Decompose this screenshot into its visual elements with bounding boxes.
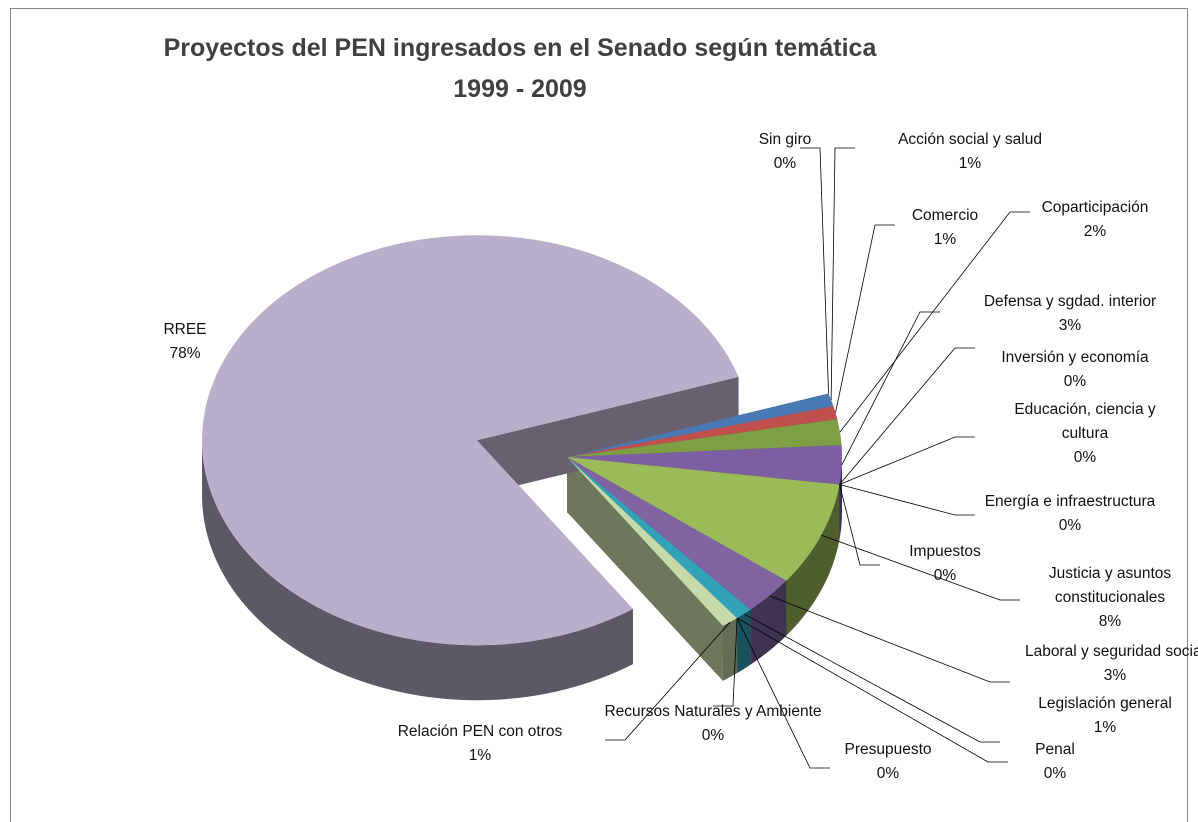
slice bbox=[567, 406, 838, 457]
leader-line bbox=[800, 147, 829, 394]
leader-line bbox=[835, 224, 895, 413]
category-label: Coparticipación bbox=[1041, 199, 1149, 216]
value-label: 2% bbox=[1083, 223, 1107, 240]
chart-title: Proyectos del PEN ingresados en el Senad… bbox=[163, 34, 877, 62]
leader-line bbox=[821, 534, 1020, 601]
chart-frame bbox=[10, 8, 1188, 822]
category-label: Presupuesto bbox=[844, 741, 932, 758]
chart-subtitle: 1999 - 2009 bbox=[453, 75, 587, 103]
slice-wall bbox=[567, 457, 723, 681]
category-label: Recursos Naturales y Ambiente bbox=[604, 703, 822, 720]
category-label: Educación, ciencia y cultura bbox=[1014, 401, 1156, 442]
category-label: Comercio bbox=[911, 207, 979, 224]
slice-tops bbox=[202, 235, 842, 646]
value-label: 0% bbox=[1043, 765, 1067, 782]
data-label: Comercio 1% bbox=[885, 204, 1005, 252]
value-label: 0% bbox=[701, 727, 725, 744]
value-label: 0% bbox=[1073, 449, 1097, 466]
category-label: Laboral y seguridad social bbox=[1024, 643, 1198, 660]
data-label: Legislación general 1% bbox=[1000, 692, 1198, 740]
category-label: Sin giro bbox=[758, 131, 812, 148]
category-label: Energía e infraestructura bbox=[984, 493, 1156, 510]
data-label: Justicia y asuntos constitucionales 8% bbox=[995, 562, 1198, 634]
leader-line bbox=[839, 347, 975, 485]
category-label: Penal bbox=[1035, 741, 1075, 758]
value-label: 1% bbox=[468, 747, 492, 764]
leader-line bbox=[743, 613, 1000, 743]
value-label: 3% bbox=[1058, 317, 1082, 334]
data-label: Educación, ciencia y cultura 0% bbox=[990, 398, 1180, 470]
slice-side bbox=[722, 618, 738, 681]
leader-line bbox=[605, 621, 731, 741]
category-label: Inversión y economía bbox=[1001, 349, 1149, 366]
data-label: Acción social y salud 1% bbox=[850, 128, 1090, 176]
slice bbox=[567, 457, 738, 626]
leader-line bbox=[769, 595, 1010, 683]
value-label: 0% bbox=[773, 155, 797, 172]
leader-line bbox=[736, 617, 830, 769]
value-label: 1% bbox=[1093, 719, 1117, 736]
leader-line bbox=[839, 484, 975, 516]
leader-line bbox=[713, 618, 738, 707]
slice bbox=[202, 235, 739, 646]
category-label: RREE bbox=[163, 321, 207, 338]
leader-line bbox=[839, 436, 975, 485]
data-label: Penal 0% bbox=[1015, 738, 1095, 786]
category-label: Acción social y salud bbox=[898, 131, 1042, 148]
value-label: 0% bbox=[1063, 373, 1087, 390]
category-label: Relación PEN con otros bbox=[397, 723, 563, 740]
slice bbox=[567, 445, 842, 485]
value-label: 1% bbox=[933, 231, 957, 248]
slice bbox=[567, 457, 751, 619]
slice bbox=[567, 419, 842, 457]
leader-line bbox=[736, 617, 1008, 763]
data-label: Energía e infraestructura 0% bbox=[940, 490, 1198, 538]
value-label: 8% bbox=[1098, 613, 1122, 630]
data-label: RREE 78% bbox=[140, 318, 230, 366]
category-label: Legislación general bbox=[1038, 695, 1172, 712]
data-label: Coparticipación 2% bbox=[995, 196, 1195, 244]
value-label: 1% bbox=[958, 155, 982, 172]
value-label: 0% bbox=[933, 567, 957, 584]
category-label: Impuestos bbox=[909, 543, 981, 560]
leader-line bbox=[839, 211, 1030, 433]
leader-line bbox=[839, 484, 880, 566]
data-label: Laboral y seguridad social 3% bbox=[1010, 640, 1198, 688]
slice-side bbox=[202, 440, 633, 701]
slice-side bbox=[786, 484, 840, 636]
slice bbox=[567, 457, 787, 610]
data-label: Inversión y economía 0% bbox=[960, 346, 1190, 394]
data-label: Relación PEN con otros 1% bbox=[365, 720, 595, 768]
value-label: 78% bbox=[169, 345, 201, 362]
value-label: 0% bbox=[1058, 517, 1082, 534]
category-label: Justicia y asuntos constitucionales bbox=[1048, 565, 1172, 606]
data-label: Presupuesto 0% bbox=[818, 738, 958, 786]
leader-line bbox=[841, 311, 940, 466]
value-label: 3% bbox=[1103, 667, 1127, 684]
value-label: 0% bbox=[876, 765, 900, 782]
data-label: Sin giro 0% bbox=[725, 128, 845, 176]
data-label: Recursos Naturales y Ambiente 0% bbox=[603, 700, 823, 748]
data-label: Defensa y sgdad. interior 3% bbox=[940, 290, 1198, 338]
data-label: Impuestos 0% bbox=[880, 540, 1010, 588]
slice bbox=[567, 457, 840, 581]
leader-line bbox=[830, 147, 855, 400]
slice bbox=[567, 393, 834, 457]
category-label: Defensa y sgdad. interior bbox=[983, 293, 1157, 310]
slice-wall bbox=[477, 376, 739, 496]
slice-side bbox=[839, 457, 842, 540]
slice-side bbox=[750, 580, 787, 665]
